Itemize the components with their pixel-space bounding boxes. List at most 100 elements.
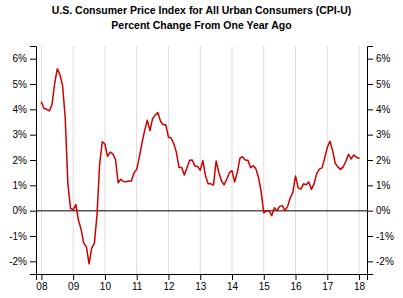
- tick-label: 16: [290, 281, 302, 292]
- tick-label: 4%: [376, 104, 391, 115]
- grid-line: [231, 46, 232, 274]
- tick-mark: [105, 274, 106, 280]
- grid-line: [295, 46, 296, 274]
- tick-mark: [367, 135, 373, 136]
- title: U.S. Consumer Price Index for All Urban …: [52, 4, 352, 16]
- tick: 16: [290, 274, 302, 292]
- grid-line: [359, 46, 360, 274]
- tick-mark: [367, 211, 373, 212]
- tick-label: 15: [259, 281, 271, 292]
- tick-label: 11: [132, 281, 143, 292]
- tick-mark: [168, 274, 169, 280]
- tick-mark: [30, 135, 36, 136]
- zero-line: [36, 210, 367, 212]
- tick-mark: [327, 274, 328, 280]
- tick: 15: [259, 274, 271, 292]
- tick: 14: [227, 274, 239, 292]
- tick: 12: [163, 274, 175, 292]
- y-axis: -2% -1% 0% 1% 2% 3% 4% 5% 6%: [9, 47, 36, 275]
- tick: 1%: [13, 180, 36, 191]
- data-line: [41, 69, 359, 264]
- tick-label: 08: [36, 281, 48, 292]
- tick-mark: [367, 160, 373, 161]
- tick: -2%: [9, 256, 36, 267]
- tick-mark: [30, 84, 36, 85]
- tick-mark: [367, 261, 373, 262]
- tick-mark: [30, 109, 36, 110]
- grid-line: [41, 46, 42, 274]
- tick-label: 1%: [13, 180, 28, 191]
- tick-label: 6%: [376, 53, 391, 64]
- tick-mark: [264, 274, 265, 280]
- tick: 08: [36, 274, 48, 292]
- tick-label: 0%: [13, 205, 28, 216]
- grid-line: [73, 46, 74, 274]
- tick: 6%: [13, 53, 36, 64]
- grid-line: [263, 46, 264, 274]
- tick-mark: [73, 274, 74, 280]
- tick-label: 1%: [376, 180, 391, 191]
- tick-mark: [200, 274, 201, 280]
- tick: 2%: [367, 155, 391, 166]
- tick: -2%: [367, 256, 394, 267]
- tick: 5%: [367, 79, 391, 90]
- grid-line: [104, 46, 105, 274]
- tick: 5%: [13, 79, 36, 90]
- plot-area: [41, 69, 359, 264]
- tick-label: 5%: [13, 79, 28, 90]
- tick-label: -1%: [376, 231, 394, 242]
- tick-label: 10: [100, 281, 112, 292]
- tick-label: 0%: [376, 205, 391, 216]
- subtitle: Percent Change From One Year Ago: [111, 19, 291, 31]
- grid-line: [168, 46, 169, 274]
- x-axis: 08 09 10 11 12 13 14 15 16 17 18: [36, 274, 367, 292]
- tick-label: 09: [68, 281, 80, 292]
- tick-mark: [30, 211, 36, 212]
- tick-label: 18: [354, 281, 366, 292]
- tick-label: 17: [322, 281, 334, 292]
- tick: 13: [195, 274, 207, 292]
- tick-label: 6%: [13, 53, 28, 64]
- tick-mark: [41, 274, 42, 280]
- tick: 0%: [13, 205, 36, 216]
- y2-axis: -2% -1% 0% 1% 2% 3% 4% 5% 6%: [367, 47, 394, 275]
- tick-mark: [367, 109, 373, 110]
- tick: 4%: [367, 104, 391, 115]
- tick: 0%: [367, 205, 391, 216]
- tick-mark: [30, 59, 36, 60]
- tick: 3%: [367, 129, 391, 140]
- grid-line: [200, 46, 201, 274]
- tick: -1%: [367, 231, 394, 242]
- grid: [41, 46, 359, 274]
- tick: 6%: [367, 53, 391, 64]
- tick-label: 2%: [13, 155, 28, 166]
- tick-label: 5%: [376, 79, 391, 90]
- tick: 18: [354, 274, 366, 292]
- tick-mark: [30, 236, 36, 237]
- axis-domain: [368, 47, 374, 275]
- grid-line: [136, 46, 137, 274]
- tick: 11: [132, 274, 143, 292]
- tick-mark: [367, 185, 373, 186]
- tick-label: 3%: [376, 129, 391, 140]
- tick: 1%: [367, 180, 391, 191]
- tick: 4%: [13, 104, 36, 115]
- tick-label: 2%: [376, 155, 391, 166]
- tick-mark: [30, 160, 36, 161]
- tick-label: -2%: [376, 256, 394, 267]
- tick-mark: [367, 236, 373, 237]
- tick: -1%: [9, 231, 36, 242]
- tick-label: -2%: [9, 256, 27, 267]
- tick: 10: [100, 274, 112, 292]
- tick: 09: [68, 274, 80, 292]
- tick-mark: [30, 185, 36, 186]
- tick-mark: [137, 274, 138, 280]
- grid-line: [327, 46, 328, 274]
- tick-label: 12: [163, 281, 175, 292]
- tick-label: 13: [195, 281, 207, 292]
- tick: 17: [322, 274, 334, 292]
- tick-mark: [232, 274, 233, 280]
- tick-mark: [359, 274, 360, 280]
- tick-label: 3%: [13, 129, 28, 140]
- tick-mark: [296, 274, 297, 280]
